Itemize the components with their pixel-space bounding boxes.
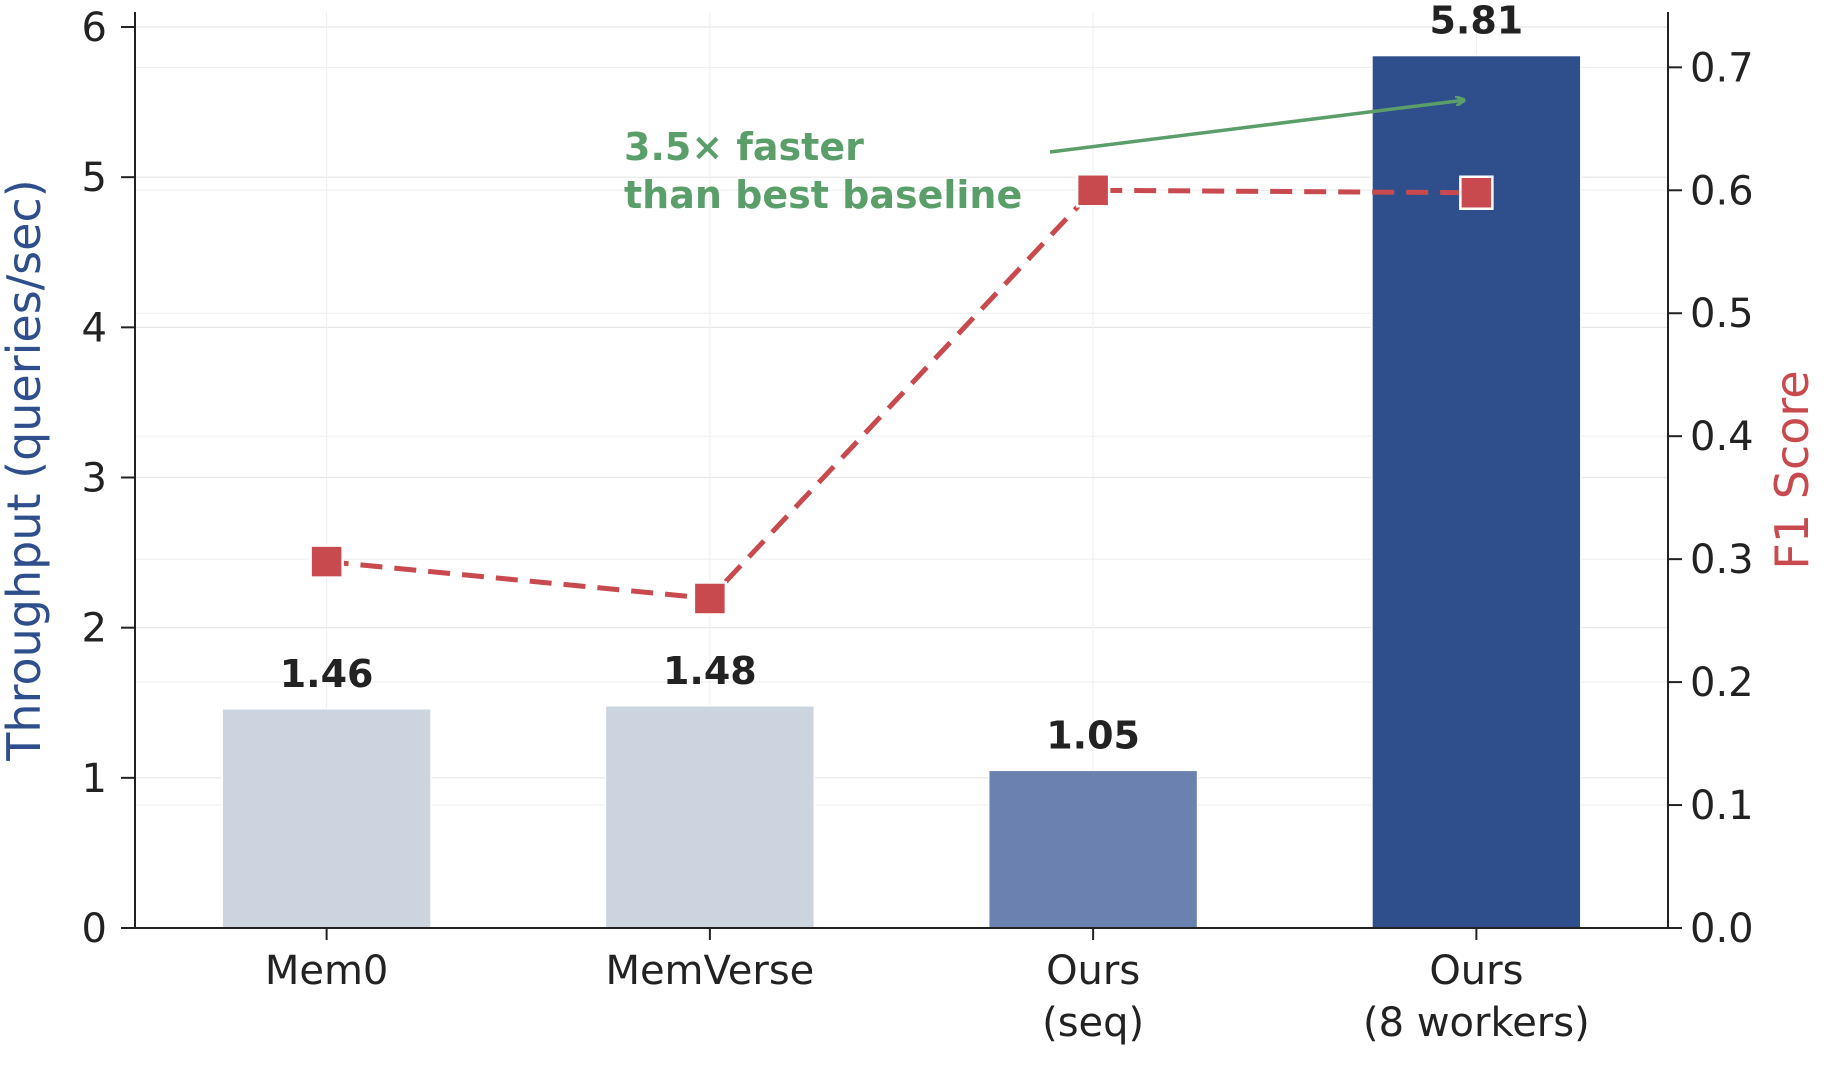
bar-value-label: 1.05: [1046, 713, 1140, 757]
y2-tick-label: 0.1: [1690, 783, 1754, 829]
y2-tick-label: 0.5: [1690, 291, 1754, 337]
f1-series-line: [326, 187, 1477, 602]
f1-point: [1075, 173, 1111, 208]
y2-tick-label: 0.3: [1690, 537, 1754, 583]
bar-value-label: 5.81: [1429, 0, 1523, 43]
labels: 1.46 1.48 1.05 5.81: [280, 0, 1524, 757]
y-tick-label: 4: [82, 305, 107, 351]
bar: [221, 708, 432, 929]
y-tick-label: 3: [82, 456, 107, 502]
bar-value-label: 1.46: [280, 652, 374, 696]
x-tick-label: (seq): [1042, 1000, 1144, 1046]
y-tick-label: 6: [82, 5, 107, 51]
x-tick-label: MemVerse: [605, 948, 814, 994]
annotation-text: 3.5× faster: [624, 125, 864, 169]
f1-point: [692, 581, 728, 616]
bar-value-label: 1.48: [663, 649, 757, 693]
x-tick-label: Ours: [1046, 948, 1140, 994]
y2-tick-label: 0.0: [1690, 906, 1754, 952]
annotation-text: than best baseline: [624, 173, 1022, 217]
y-tick-label: 1: [82, 756, 107, 802]
y2-tick-label: 0.2: [1690, 660, 1754, 706]
f1-point: [309, 544, 344, 579]
bar: [987, 769, 1199, 929]
x-tick-label: Mem0: [265, 948, 389, 994]
f1-line: [309, 173, 1494, 616]
y2-tick-label: 0.6: [1690, 168, 1754, 214]
bar: [604, 705, 816, 929]
y2-axis-title: F1 Score: [1765, 370, 1819, 569]
axes: 0 1 2 3 4 5 6 0.0 0.1 0.2 0.3 0.4 0.5 0.6 0.7 Mem0 MemVe…: [0, 5, 1819, 1046]
f1-point: [1459, 175, 1494, 210]
y-tick-label: 0: [82, 906, 107, 952]
bars: [221, 54, 1582, 929]
annotation-arrow: [1049, 100, 1464, 154]
x-tick-label: Ours: [1429, 948, 1523, 994]
x-tick-label: (8 workers): [1363, 1000, 1590, 1046]
y2-tick-label: 0.7: [1690, 45, 1754, 91]
y2-tick-label: 0.4: [1690, 414, 1754, 460]
y-tick-label: 2: [82, 606, 107, 652]
y-axis-title: Throughput (queries/sec): [0, 179, 51, 761]
y-tick-label: 5: [82, 155, 107, 201]
